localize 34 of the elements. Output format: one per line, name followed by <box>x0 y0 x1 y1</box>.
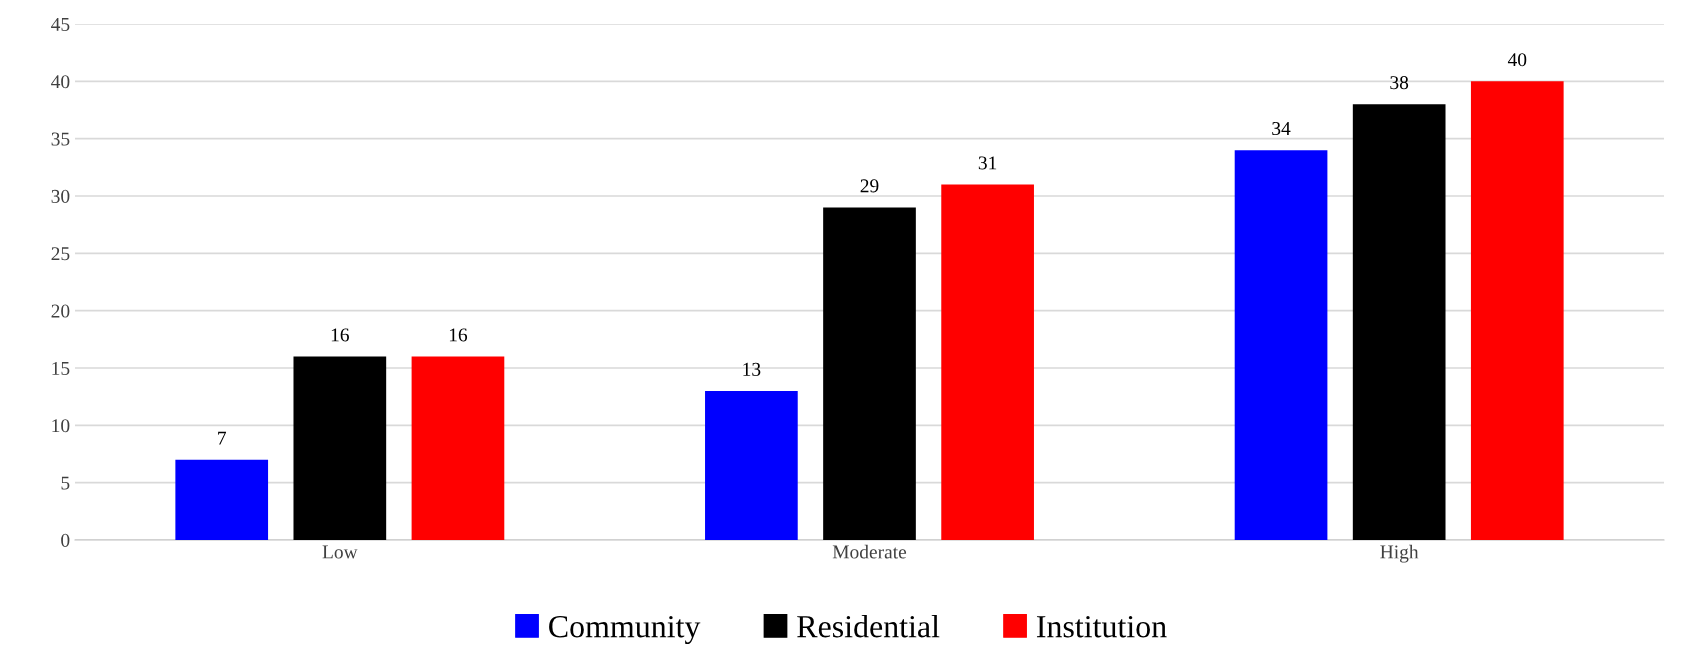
bar <box>1352 104 1446 540</box>
data-label: 16 <box>449 328 468 342</box>
bar <box>823 207 916 540</box>
y-tick-label: 20 <box>51 304 70 318</box>
bar <box>705 390 798 540</box>
bar <box>175 459 269 540</box>
bar <box>293 356 387 540</box>
y-tick-label: 10 <box>52 419 70 433</box>
x-tick-label: High <box>1380 544 1419 563</box>
y-tick-label: 30 <box>51 189 70 203</box>
data-label: 40 <box>1507 53 1527 67</box>
y-tick-label: 0 <box>61 533 70 547</box>
data-label: 13 <box>743 362 761 376</box>
bar <box>1470 81 1564 540</box>
bar <box>941 184 1034 540</box>
y-tick-label: 45 <box>51 17 70 31</box>
y-tick-label: 5 <box>61 476 70 490</box>
data-label: 31 <box>978 156 997 170</box>
legend-label: Community <box>549 615 701 645</box>
y-tick-label: 25 <box>51 247 70 261</box>
bar <box>411 356 505 540</box>
data-label: 38 <box>1390 76 1409 90</box>
y-tick-label: 15 <box>52 361 70 375</box>
x-tick-label: Moderate <box>832 544 907 559</box>
y-tick-label: 35 <box>51 132 70 146</box>
data-label: 7 <box>218 431 227 445</box>
data-label: 16 <box>331 328 349 342</box>
data-label: 34 <box>1272 122 1291 136</box>
bar <box>1234 150 1328 540</box>
x-tick-label: Low <box>322 545 358 559</box>
legend-label: Residential <box>797 614 940 638</box>
data-label: 29 <box>860 179 879 193</box>
legend-label: Institution <box>1036 615 1167 638</box>
y-tick-label: 40 <box>51 75 70 89</box>
